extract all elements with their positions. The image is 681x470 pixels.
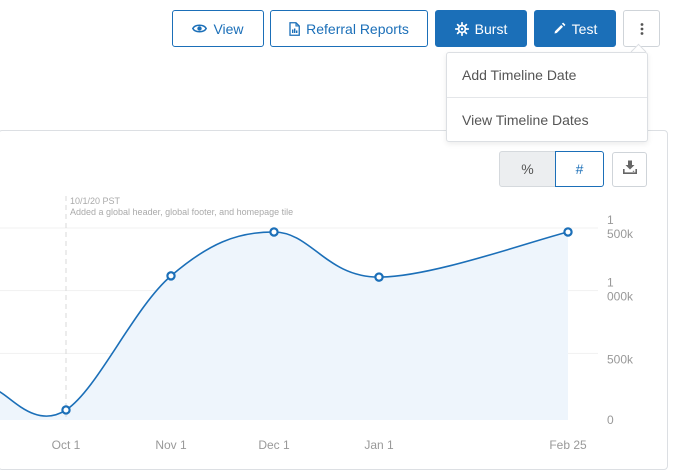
data-points bbox=[61, 227, 573, 415]
x-axis-ticks: Oct 1 Nov 1 Dec 1 Jan 1 Feb 25 bbox=[52, 438, 587, 452]
vertical-ellipsis-icon bbox=[640, 22, 644, 36]
number-toggle[interactable]: # bbox=[555, 151, 604, 187]
y-tick-label: 500k bbox=[607, 352, 634, 366]
download-icon bbox=[622, 160, 637, 179]
y-tick-label: 0 bbox=[607, 413, 614, 427]
download-button[interactable] bbox=[612, 152, 647, 187]
eye-icon bbox=[192, 23, 208, 34]
x-tick-label: Dec 1 bbox=[258, 438, 290, 452]
data-point[interactable] bbox=[61, 405, 71, 415]
data-point[interactable] bbox=[374, 272, 384, 282]
document-icon bbox=[289, 21, 301, 36]
x-tick-label: Oct 1 bbox=[52, 438, 81, 452]
menu-divider bbox=[447, 97, 647, 98]
x-tick-label: Feb 25 bbox=[549, 438, 587, 452]
y-tick-label: 1 bbox=[607, 276, 614, 290]
y-tick-label: 500k bbox=[607, 227, 634, 241]
view-timeline-dates-item[interactable]: View Timeline Dates bbox=[462, 112, 589, 128]
burst-button[interactable]: Burst bbox=[435, 10, 527, 47]
test-button[interactable]: Test bbox=[534, 10, 616, 47]
y-tick-label: 1 bbox=[607, 213, 614, 227]
annotation-text: Added a global header, global footer, an… bbox=[70, 207, 293, 217]
percent-toggle[interactable]: % bbox=[499, 151, 556, 187]
data-point[interactable] bbox=[166, 271, 176, 281]
more-options-button[interactable] bbox=[623, 10, 660, 47]
test-button-label: Test bbox=[571, 20, 598, 37]
burst-icon bbox=[454, 21, 469, 36]
referral-reports-label: Referral Reports bbox=[306, 20, 409, 37]
referral-reports-button[interactable]: Referral Reports bbox=[270, 10, 428, 47]
more-options-menu: Add Timeline Date View Timeline Dates bbox=[446, 52, 648, 142]
y-tick-label: 000k bbox=[607, 290, 634, 304]
eyedropper-icon bbox=[553, 22, 566, 35]
x-tick-label: Nov 1 bbox=[155, 438, 187, 452]
data-point[interactable] bbox=[269, 227, 279, 237]
view-button-label: View bbox=[213, 20, 244, 37]
burst-button-label: Burst bbox=[474, 20, 508, 37]
series-area bbox=[0, 231, 568, 420]
view-button[interactable]: View bbox=[172, 10, 264, 47]
data-point[interactable] bbox=[563, 227, 573, 237]
add-timeline-date-item[interactable]: Add Timeline Date bbox=[462, 67, 577, 83]
annotation-date: 10/1/20 PST bbox=[70, 196, 121, 206]
x-tick-label: Jan 1 bbox=[364, 438, 394, 452]
